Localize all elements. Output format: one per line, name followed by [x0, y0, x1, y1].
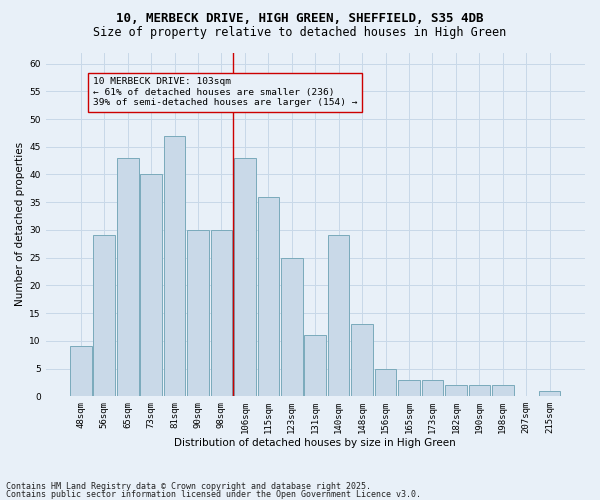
Bar — [304, 335, 326, 396]
Bar — [469, 385, 490, 396]
Bar — [234, 158, 256, 396]
Bar — [352, 324, 373, 396]
Bar — [187, 230, 209, 396]
Text: Contains public sector information licensed under the Open Government Licence v3: Contains public sector information licen… — [6, 490, 421, 499]
X-axis label: Distribution of detached houses by size in High Green: Distribution of detached houses by size … — [175, 438, 456, 448]
Bar — [398, 380, 420, 396]
Bar — [281, 258, 302, 396]
Bar — [445, 385, 467, 396]
Bar — [94, 236, 115, 396]
Bar — [492, 385, 514, 396]
Bar — [257, 196, 279, 396]
Bar — [211, 230, 232, 396]
Text: Contains HM Land Registry data © Crown copyright and database right 2025.: Contains HM Land Registry data © Crown c… — [6, 482, 371, 491]
Bar — [375, 368, 397, 396]
Bar — [164, 136, 185, 396]
Bar — [70, 346, 92, 396]
Bar — [422, 380, 443, 396]
Bar — [117, 158, 139, 396]
Text: 10 MERBECK DRIVE: 103sqm
← 61% of detached houses are smaller (236)
39% of semi-: 10 MERBECK DRIVE: 103sqm ← 61% of detach… — [92, 78, 357, 107]
Y-axis label: Number of detached properties: Number of detached properties — [15, 142, 25, 306]
Text: 10, MERBECK DRIVE, HIGH GREEN, SHEFFIELD, S35 4DB: 10, MERBECK DRIVE, HIGH GREEN, SHEFFIELD… — [116, 12, 484, 26]
Bar — [140, 174, 162, 396]
Bar — [539, 390, 560, 396]
Bar — [328, 236, 349, 396]
Text: Size of property relative to detached houses in High Green: Size of property relative to detached ho… — [94, 26, 506, 39]
